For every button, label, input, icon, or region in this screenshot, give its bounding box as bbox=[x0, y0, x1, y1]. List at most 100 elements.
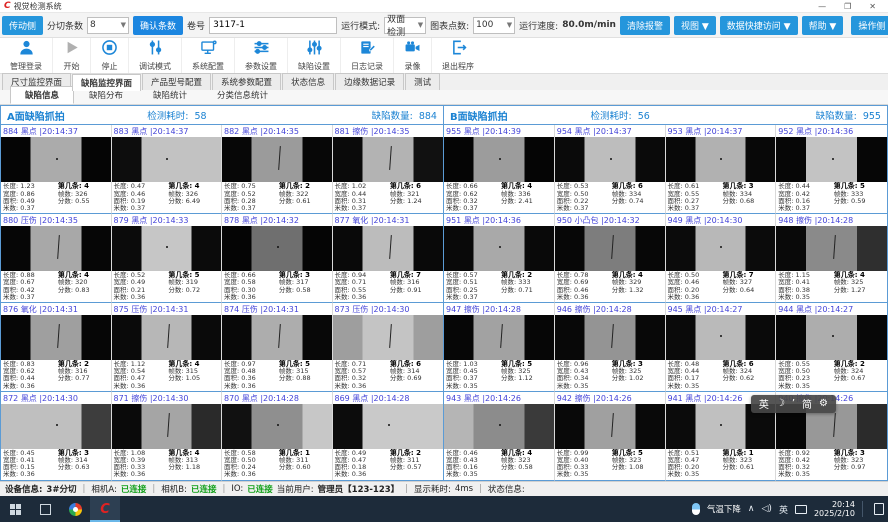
roll-number-input[interactable] bbox=[209, 16, 338, 34]
weather-text[interactable]: 气温下降 bbox=[706, 505, 741, 515]
defect-stats: 长度: 0.97 宽度: 0.48 面积: 0.36 米数: 0.36 第几条: 5 帧数… bbox=[224, 360, 311, 390]
data-quick-access-button[interactable]: 数据快捷访问 ▼ bbox=[719, 15, 798, 35]
defect-cell[interactable]: 953 黑点 |20:14:37 长度: 0.61 宽度: 0.55 面积: 0.27… bbox=[665, 125, 777, 215]
slit-count-select[interactable]: 8 ▼ bbox=[87, 16, 130, 34]
defect-cell[interactable]: 875 压伤 |20:14:31 长度: 1.12 宽度: 0.54 面积: 0.47… bbox=[111, 303, 222, 392]
defect-stats: 长度: 0.50 宽度: 0.46 面积: 0.20 米数: 0.36 第几条: 7 帧数… bbox=[667, 271, 755, 301]
defect-cell[interactable]: 950 小凸包 |20:14:32 长度: 0.78 宽度: 0.69 面积: 0.4… bbox=[554, 214, 666, 304]
defect-cell-title: 881 擦伤 |20:14:35 bbox=[334, 127, 410, 137]
defect-cell[interactable]: 873 压伤 |20:14:30 长度: 0.71 宽度: 0.57 面积: 0.32… bbox=[332, 303, 443, 392]
defect-panel: B面缺陷抓拍 检测耗时: 56 缺陷数量: 955 955 黑点 |20:14:… bbox=[444, 105, 888, 481]
tab-缺陷统计[interactable]: 缺陷统计 bbox=[153, 91, 188, 102]
defect-cell[interactable]: 947 擦伤 |20:14:28 长度: 1.03 宽度: 0.45 面积: 0.37… bbox=[444, 303, 555, 392]
defect-cell[interactable]: 952 黑点 |20:14:36 长度: 0.44 宽度: 0.42 面积: 0.16… bbox=[776, 125, 887, 215]
inspection-app-taskbar-button[interactable]: C bbox=[90, 496, 120, 522]
defect-cell[interactable]: 883 黑点 |20:14:37 长度: 0.47 宽度: 0.46 面积: 0.19… bbox=[111, 125, 222, 215]
start-button[interactable]: 开始 bbox=[52, 38, 90, 74]
debug-mode-button[interactable]: 调试模式 bbox=[128, 38, 181, 74]
ime-item-’[interactable]: ’ bbox=[791, 398, 796, 410]
tab-缺陷信息[interactable]: 缺陷信息 bbox=[10, 86, 75, 105]
defect-cell[interactable]: 872 黑点 |20:14:30 长度: 0.45 宽度: 0.41 面积: 0.15… bbox=[1, 391, 112, 481]
params-settings-button[interactable]: 参数设置 bbox=[234, 38, 287, 74]
defect-cell[interactable]: 944 黑点 |20:14:27 长度: 0.55 宽度: 0.50 面积: 0.23… bbox=[776, 303, 887, 392]
defect-cell[interactable]: 882 黑点 |20:14:35 长度: 0.75 宽度: 0.52 面积: 0.28… bbox=[222, 125, 333, 215]
exit-icon bbox=[450, 39, 467, 60]
operator-side-button[interactable]: 操作侧 bbox=[851, 15, 888, 35]
exit-program-button[interactable]: 退出程序 bbox=[431, 38, 484, 74]
defect-cell[interactable]: 880 压伤 |20:14:35 长度: 0.88 宽度: 0.67 面积: 0.42… bbox=[1, 214, 112, 304]
chart-points-select[interactable]: 100 ▼ bbox=[473, 16, 516, 34]
tab-系统参数配置[interactable]: 系统参数配置 bbox=[212, 73, 282, 91]
defect-cell[interactable]: 951 黑点 |20:14:36 长度: 0.57 宽度: 0.51 面积: 0.25… bbox=[444, 214, 555, 304]
defect-mark bbox=[166, 157, 169, 160]
task-view-button[interactable] bbox=[30, 496, 60, 522]
defect-cell[interactable]: 870 黑点 |20:14:28 长度: 0.58 宽度: 0.50 面积: 0.24… bbox=[222, 391, 333, 481]
tab-尺寸监控界面[interactable]: 尺寸监控界面 bbox=[2, 73, 72, 91]
defect-cell[interactable]: 955 黑点 |20:14:39 长度: 0.66 宽度: 0.62 面积: 0.32… bbox=[444, 125, 555, 215]
camera-b-status: 已连接 bbox=[190, 484, 217, 495]
weather-icon[interactable] bbox=[691, 503, 700, 515]
defect-cell[interactable]: 954 黑点 |20:14:37 长度: 0.53 宽度: 0.50 面积: 0.22… bbox=[554, 125, 666, 215]
defect-settings-button[interactable]: 缺陷设置 bbox=[287, 38, 340, 74]
defect-cell[interactable]: 884 黑点 |20:14:37 长度: 1.23 宽度: 0.86 面积: 0.49… bbox=[1, 125, 112, 215]
defect-cell[interactable]: 881 擦伤 |20:14:35 长度: 1.02 宽度: 0.44 面积: 0.31… bbox=[332, 125, 443, 215]
browser-taskbar-button[interactable] bbox=[60, 496, 90, 522]
confirm-count-button[interactable]: 确认条数 bbox=[133, 15, 184, 35]
defect-cell[interactable]: 948 擦伤 |20:14:28 长度: 1.15 宽度: 0.41 面积: 0.38… bbox=[776, 214, 887, 304]
defect-cell[interactable]: 943 黑点 |20:14:26 长度: 0.46 宽度: 0.43 面积: 0.16… bbox=[444, 391, 555, 481]
hidden-icons-chevron[interactable]: ∧ bbox=[747, 504, 755, 514]
notification-center-icon[interactable] bbox=[874, 503, 884, 515]
defect-cell[interactable]: 945 黑点 |20:14:27 长度: 0.48 宽度: 0.44 面积: 0.17… bbox=[665, 303, 777, 392]
drive-side-button[interactable]: 传动侧 bbox=[2, 15, 44, 35]
tab-缺陷分布[interactable]: 缺陷分布 bbox=[89, 91, 124, 102]
defect-cell-title: 953 黑点 |20:14:37 bbox=[667, 127, 743, 137]
defect-mark bbox=[55, 424, 58, 427]
tab-测试[interactable]: 测试 bbox=[405, 73, 441, 91]
defect-cell[interactable]: 871 擦伤 |20:14:30 长度: 1.08 宽度: 0.39 面积: 0.33… bbox=[111, 391, 222, 481]
defect-cell[interactable]: 946 擦伤 |20:14:28 长度: 0.96 宽度: 0.43 面积: 0.34… bbox=[554, 303, 666, 392]
start-menu-button[interactable] bbox=[0, 496, 30, 522]
system-tray: 气温下降 ∧ ◁) 英 20:14 2025/2/10 bbox=[691, 500, 888, 518]
defect-cell[interactable]: 876 氧化 |20:14:31 长度: 0.83 宽度: 0.62 面积: 0.44… bbox=[1, 303, 112, 392]
close-button[interactable]: ✕ bbox=[869, 1, 876, 11]
defect-cell[interactable]: 874 压伤 |20:14:31 长度: 0.97 宽度: 0.48 面积: 0.36… bbox=[222, 303, 333, 392]
defect-cell[interactable]: 942 擦伤 |20:14:26 长度: 0.99 宽度: 0.40 面积: 0.33… bbox=[554, 391, 666, 481]
camera-b-label: 相机B: bbox=[161, 484, 187, 495]
tab-缺陷监控界面[interactable]: 缺陷监控界面 bbox=[72, 74, 142, 92]
chevron-down-icon: ▼ bbox=[506, 21, 513, 30]
language-indicator[interactable]: 英 bbox=[778, 505, 788, 516]
view-menu-button[interactable]: 视图 ▼ bbox=[673, 15, 716, 35]
defect-stats: 长度: 0.49 宽度: 0.47 面积: 0.18 米数: 0.36 第几条: 2 帧数… bbox=[334, 448, 422, 479]
tab-边缘数据记录[interactable]: 边缘数据记录 bbox=[335, 73, 405, 91]
defect-grid: 884 黑点 |20:14:37 长度: 1.23 宽度: 0.86 面积: 0.49… bbox=[1, 125, 443, 481]
ime-item-简[interactable]: 简 bbox=[802, 400, 813, 412]
maximize-button[interactable]: ❐ bbox=[844, 1, 852, 11]
ime-item-英[interactable]: 英 bbox=[758, 400, 769, 412]
minimize-button[interactable]: — bbox=[818, 1, 827, 11]
run-mode-select[interactable]: 双面检测 ▼ bbox=[384, 15, 427, 38]
defect-cell[interactable]: 878 黑点 |20:14:32 长度: 0.66 宽度: 0.58 面积: 0.30… bbox=[222, 214, 333, 304]
defect-cell[interactable]: 949 黑点 |20:14:30 长度: 0.50 宽度: 0.46 面积: 0.20… bbox=[665, 214, 777, 304]
ime-item-☽[interactable]: ☽ bbox=[775, 398, 785, 410]
defect-cell[interactable]: 879 黑点 |20:14:33 长度: 0.52 宽度: 0.49 面积: 0.21… bbox=[111, 214, 222, 304]
tab-状态信息[interactable]: 状态信息 bbox=[282, 73, 335, 91]
stop-button[interactable]: 停止 bbox=[90, 38, 128, 74]
record-video-button[interactable]: 录像 bbox=[393, 38, 431, 74]
admin-login-button[interactable]: 管理登录 bbox=[0, 38, 52, 73]
system-config-button[interactable]: 系统配置 bbox=[181, 38, 234, 74]
ime-item-⚙[interactable]: ⚙ bbox=[819, 398, 828, 410]
help-menu-button[interactable]: 帮助 ▼ bbox=[801, 15, 844, 35]
defect-cell[interactable]: 877 氧化 |20:14:31 长度: 0.94 宽度: 0.71 面积: 0.55… bbox=[332, 214, 443, 304]
taskbar-clock[interactable]: 20:14 2025/2/10 bbox=[814, 500, 855, 518]
defect-mark bbox=[498, 157, 501, 160]
defect-stats: 长度: 0.57 宽度: 0.51 面积: 0.25 米数: 0.37 第几条: 2 帧数… bbox=[446, 271, 533, 301]
tab-产品型号配置[interactable]: 产品型号配置 bbox=[142, 73, 212, 91]
volume-icon[interactable]: ◁) bbox=[761, 504, 772, 514]
touch-keyboard-icon[interactable] bbox=[794, 504, 807, 514]
defect-cell[interactable]: 869 黑点 |20:14:28 长度: 0.49 宽度: 0.47 面积: 0.18… bbox=[332, 391, 443, 481]
tab-分类信息统计[interactable]: 分类信息统计 bbox=[217, 91, 269, 102]
ime-toolbar[interactable]: 英 ☽ ’ 简 ⚙ bbox=[750, 394, 836, 413]
log-record-button[interactable]: 日志记录 bbox=[340, 38, 393, 74]
defect-grid: 955 黑点 |20:14:39 长度: 0.66 宽度: 0.62 面积: 0.32… bbox=[444, 125, 887, 481]
clear-alarm-button[interactable]: 清除报警 bbox=[619, 15, 670, 35]
